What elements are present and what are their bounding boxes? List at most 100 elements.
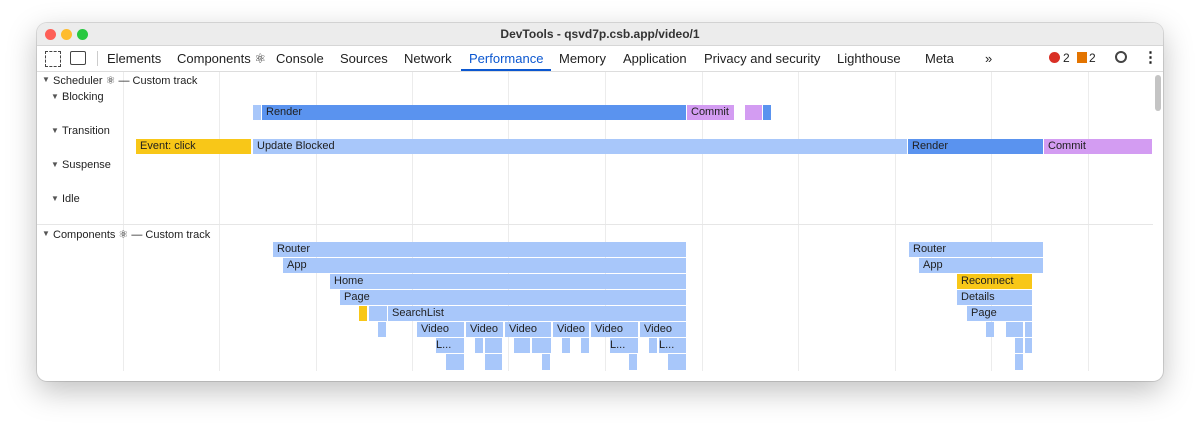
flame-block[interactable] <box>485 354 502 370</box>
track-label: Blocking <box>62 91 104 103</box>
flame-block[interactable]: Video <box>417 322 464 337</box>
tab[interactable]: Elements <box>107 51 162 66</box>
flame-block[interactable] <box>668 354 686 370</box>
devtools-window: DevTools - qsvd7p.csb.app/video/1 Elemen… <box>37 23 1163 381</box>
flame-block[interactable]: Video <box>553 322 589 337</box>
flame-block[interactable] <box>763 105 771 120</box>
flame-block[interactable] <box>446 354 464 370</box>
settings-icon[interactable] <box>1115 51 1127 63</box>
close-button[interactable] <box>45 29 56 40</box>
flame-block[interactable] <box>532 338 551 353</box>
more-tabs[interactable]: » <box>985 51 993 66</box>
flame-block[interactable]: App <box>919 258 1043 273</box>
inspect-icon[interactable] <box>45 51 61 67</box>
device-icon[interactable] <box>70 51 86 65</box>
flame-block[interactable] <box>369 306 387 321</box>
flame-block[interactable]: App <box>283 258 686 273</box>
flame-block[interactable] <box>359 306 367 321</box>
flame-block[interactable]: Video <box>466 322 503 337</box>
window-title: DevTools - qsvd7p.csb.app/video/1 <box>500 27 700 41</box>
flame-block[interactable]: L... <box>610 338 638 353</box>
grid-line <box>702 72 703 371</box>
tab[interactable]: Privacy and security <box>704 51 821 66</box>
flame-block[interactable]: Render <box>262 105 686 120</box>
track-label: Suspense <box>62 159 111 171</box>
flame-block[interactable] <box>649 338 657 353</box>
grid-line <box>895 72 896 371</box>
flame-block[interactable] <box>475 338 483 353</box>
expand-arrow[interactable]: ▼ <box>51 160 59 169</box>
flame-block[interactable]: Render <box>908 139 1043 154</box>
flame-block[interactable] <box>253 105 261 120</box>
grid-line <box>798 72 799 371</box>
tab[interactable]: Network <box>404 51 452 66</box>
tab[interactable]: Application <box>623 51 687 66</box>
tab[interactable]: Memory <box>559 51 606 66</box>
grid-line <box>316 72 317 371</box>
toolbar: Elements Components ⚛ Console Sources Networ… <box>37 46 1163 72</box>
scrollbar[interactable] <box>1155 75 1161 111</box>
tab[interactable]: Lighthouse <box>837 51 901 66</box>
flame-block[interactable]: Video <box>591 322 638 337</box>
flame-block[interactable] <box>514 338 530 353</box>
flame-block[interactable] <box>986 322 994 337</box>
flame-block[interactable] <box>542 354 550 370</box>
flame-block[interactable] <box>1025 338 1032 353</box>
error-count[interactable]: 2 <box>1063 51 1070 65</box>
menu-icon[interactable]: ⋮ <box>1143 49 1158 66</box>
flame-block[interactable]: Reconnect <box>957 274 1032 289</box>
error-icon <box>1049 52 1060 63</box>
flame-block[interactable] <box>581 338 589 353</box>
flame-block[interactable]: Event: click <box>136 139 251 154</box>
flame-block[interactable] <box>562 338 570 353</box>
flame-block[interactable] <box>1015 338 1023 353</box>
grid-line <box>991 72 992 371</box>
grid-line <box>219 72 220 371</box>
tab[interactable]: Performance <box>461 46 552 71</box>
warning-count[interactable]: 2 <box>1089 51 1096 65</box>
flame-block[interactable]: L... <box>436 338 464 353</box>
flame-block[interactable]: Video <box>640 322 686 337</box>
minimize-button[interactable] <box>61 29 72 40</box>
warning-icon <box>1077 52 1087 63</box>
flame-block[interactable] <box>1006 322 1023 337</box>
flame-block[interactable]: Update Blocked <box>253 139 907 154</box>
expand-arrow[interactable]: ▼ <box>42 75 50 84</box>
flame-block[interactable] <box>745 105 762 120</box>
flame-block[interactable] <box>378 322 386 337</box>
tab[interactable]: Sources <box>340 51 388 66</box>
flame-block[interactable] <box>1015 354 1023 370</box>
track-label: Scheduler ⚛ — Custom track <box>53 75 198 87</box>
title-bar: DevTools - qsvd7p.csb.app/video/1 <box>37 23 1163 46</box>
tab[interactable]: Components ⚛ <box>177 51 266 66</box>
flame-block[interactable] <box>1025 322 1032 337</box>
expand-arrow[interactable]: ▼ <box>51 92 59 101</box>
flame-block[interactable]: Router <box>909 242 1043 257</box>
grid-line <box>1088 72 1089 371</box>
flame-block[interactable]: SearchList <box>388 306 686 321</box>
flame-block[interactable]: Details <box>957 290 1032 305</box>
flame-block[interactable] <box>629 354 637 370</box>
track-label: Idle <box>62 193 80 205</box>
flame-block[interactable]: Page <box>967 306 1032 321</box>
flame-block[interactable]: Video <box>505 322 551 337</box>
grid-line <box>412 72 413 371</box>
grid-line <box>123 72 124 371</box>
tab[interactable]: Meta <box>925 51 954 66</box>
flame-block[interactable]: Commit <box>687 105 734 120</box>
track-label: Transition <box>62 125 110 137</box>
expand-arrow[interactable]: ▼ <box>51 194 59 203</box>
flame-block[interactable]: L... <box>659 338 686 353</box>
flame-block[interactable]: Page <box>340 290 686 305</box>
zoom-button[interactable] <box>77 29 88 40</box>
flame-block[interactable] <box>485 338 502 353</box>
expand-arrow[interactable]: ▼ <box>42 229 50 238</box>
track-label: Components ⚛ — Custom track <box>53 229 211 241</box>
flame-block[interactable]: Home <box>330 274 686 289</box>
separator <box>97 51 98 66</box>
divider <box>37 224 1153 225</box>
flame-block[interactable]: Router <box>273 242 686 257</box>
expand-arrow[interactable]: ▼ <box>51 126 59 135</box>
tab[interactable]: Console <box>276 51 324 66</box>
flame-block[interactable]: Commit <box>1044 139 1152 154</box>
